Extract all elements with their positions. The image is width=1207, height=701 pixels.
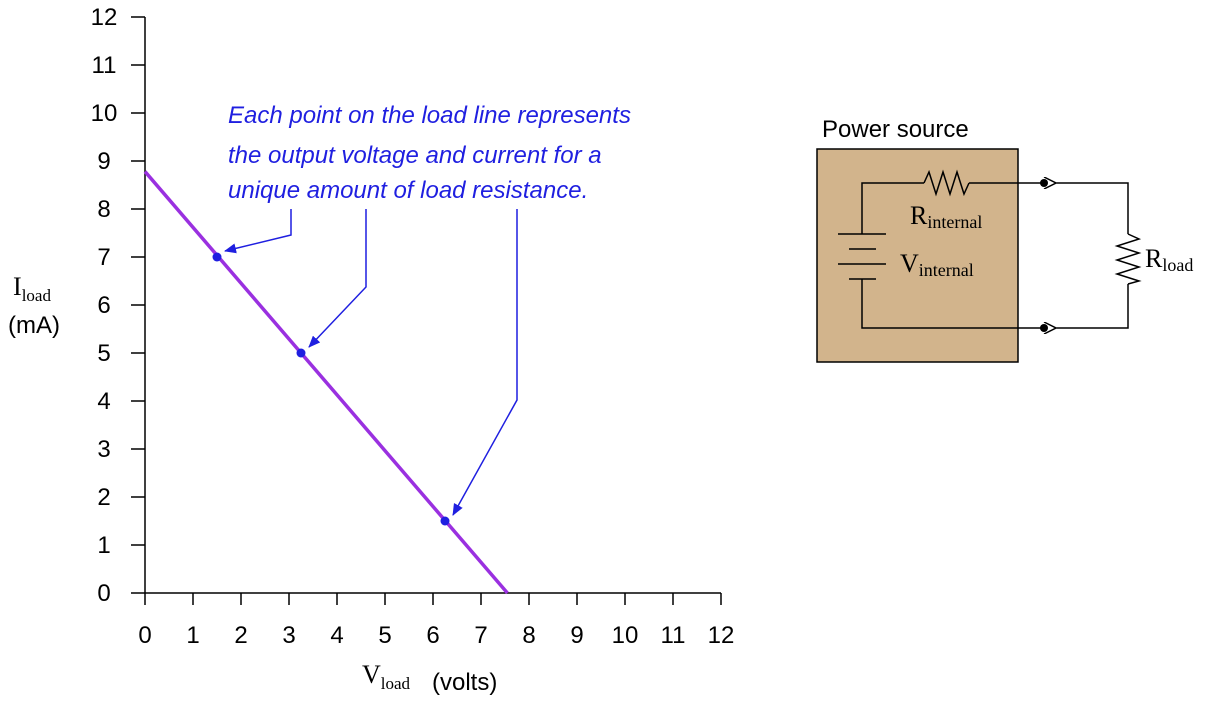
y-tick-label: 3 (97, 436, 110, 463)
y-tick-label: 8 (97, 196, 110, 223)
operating-points (212, 252, 450, 526)
x-tick-label: 6 (426, 622, 439, 649)
x-tick-label: 9 (570, 622, 583, 649)
x-tick-label: 3 (282, 622, 295, 649)
x-tick-label: 12 (708, 622, 735, 649)
circuit-diagram: Power source Rinternal Vinternal Rload (816, 116, 1193, 363)
x-tick-label: 7 (474, 622, 487, 649)
wire-top-left (861, 182, 924, 234)
y-tick-label: 4 (97, 388, 110, 415)
y-tick-label: 11 (92, 52, 117, 79)
y-tick-label: 7 (97, 244, 110, 271)
x-axis-label: Vload (362, 660, 411, 693)
annotation-arrow (452, 209, 518, 516)
x-tick-label: 1 (186, 622, 199, 649)
terminal-bottom (1040, 324, 1048, 332)
x-tick-label: 4 (330, 622, 343, 649)
load-line (143, 170, 509, 595)
x-tick-label: 2 (234, 622, 247, 649)
load-wire-bottom (1056, 284, 1129, 328)
y-tick-label: 12 (91, 4, 118, 31)
data-point (296, 348, 306, 358)
y-label-main: I (13, 272, 22, 301)
y-tick-label: 5 (97, 340, 110, 367)
annotation-arrow (308, 209, 367, 348)
annotation-arrows (224, 209, 518, 516)
data-point (440, 516, 450, 526)
x-axis-unit: (volts) (432, 669, 497, 696)
r-load-label: Rload (1145, 244, 1193, 275)
power-source-title: Power source (822, 116, 969, 143)
v-internal-label: Vinternal (900, 249, 974, 280)
terminal-top (1040, 179, 1048, 187)
y-tick-label: 2 (97, 484, 110, 511)
load-wire-top (1056, 183, 1129, 234)
y-tick-label: 10 (91, 100, 118, 127)
x-tick-label: 8 (522, 622, 535, 649)
y-tick-label: 9 (97, 148, 110, 175)
annotation-line-3: unique amount of load resistance. (228, 177, 588, 204)
x-ticks: 0 1 2 3 4 5 6 7 8 9 10 11 12 (138, 593, 734, 649)
y-tick-label: 0 (97, 580, 110, 607)
y-label-sub: load (22, 286, 52, 305)
wire-bottom (861, 279, 1044, 329)
data-point (212, 252, 222, 262)
x-tick-label: 0 (138, 622, 151, 649)
x-tick-label: 5 (378, 622, 391, 649)
x-label-main: V (362, 660, 381, 689)
annotation-line-2: the output voltage and current for a (228, 142, 602, 169)
y-axis-label: Iload (13, 272, 51, 305)
r-load-icon (1114, 233, 1142, 285)
power-source-box (816, 148, 1019, 363)
r-internal-icon (923, 169, 970, 197)
annotation-line-1: Each point on the load line represents (228, 102, 631, 129)
x-label-sub: load (381, 674, 411, 693)
y-tick-label: 1 (97, 532, 110, 559)
y-axis-unit: (mA) (8, 312, 60, 339)
r-internal-label: Rinternal (910, 201, 982, 232)
x-tick-label: 11 (661, 622, 686, 649)
annotation-arrow (224, 209, 292, 254)
x-tick-label: 10 (612, 622, 639, 649)
y-tick-label: 6 (97, 292, 110, 319)
